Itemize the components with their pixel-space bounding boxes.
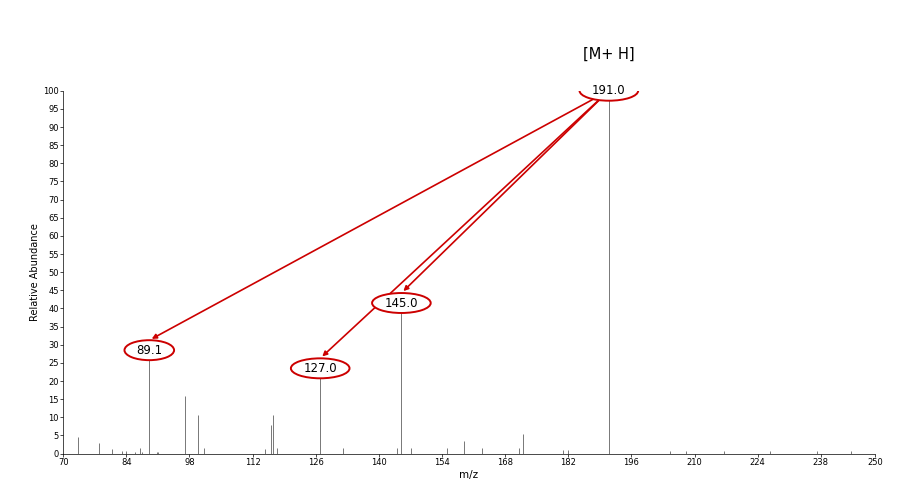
Text: [M+ H]: [M+ H] <box>583 47 635 61</box>
Text: 127.0: 127.0 <box>303 362 337 375</box>
Ellipse shape <box>580 81 638 101</box>
Ellipse shape <box>290 358 350 379</box>
X-axis label: m/z: m/z <box>459 470 479 479</box>
Y-axis label: Relative Abundance: Relative Abundance <box>31 223 41 321</box>
Ellipse shape <box>372 293 431 313</box>
Ellipse shape <box>124 340 174 360</box>
Text: 145.0: 145.0 <box>384 296 419 309</box>
Text: 89.1: 89.1 <box>136 344 162 357</box>
Text: 191.0: 191.0 <box>592 84 626 97</box>
